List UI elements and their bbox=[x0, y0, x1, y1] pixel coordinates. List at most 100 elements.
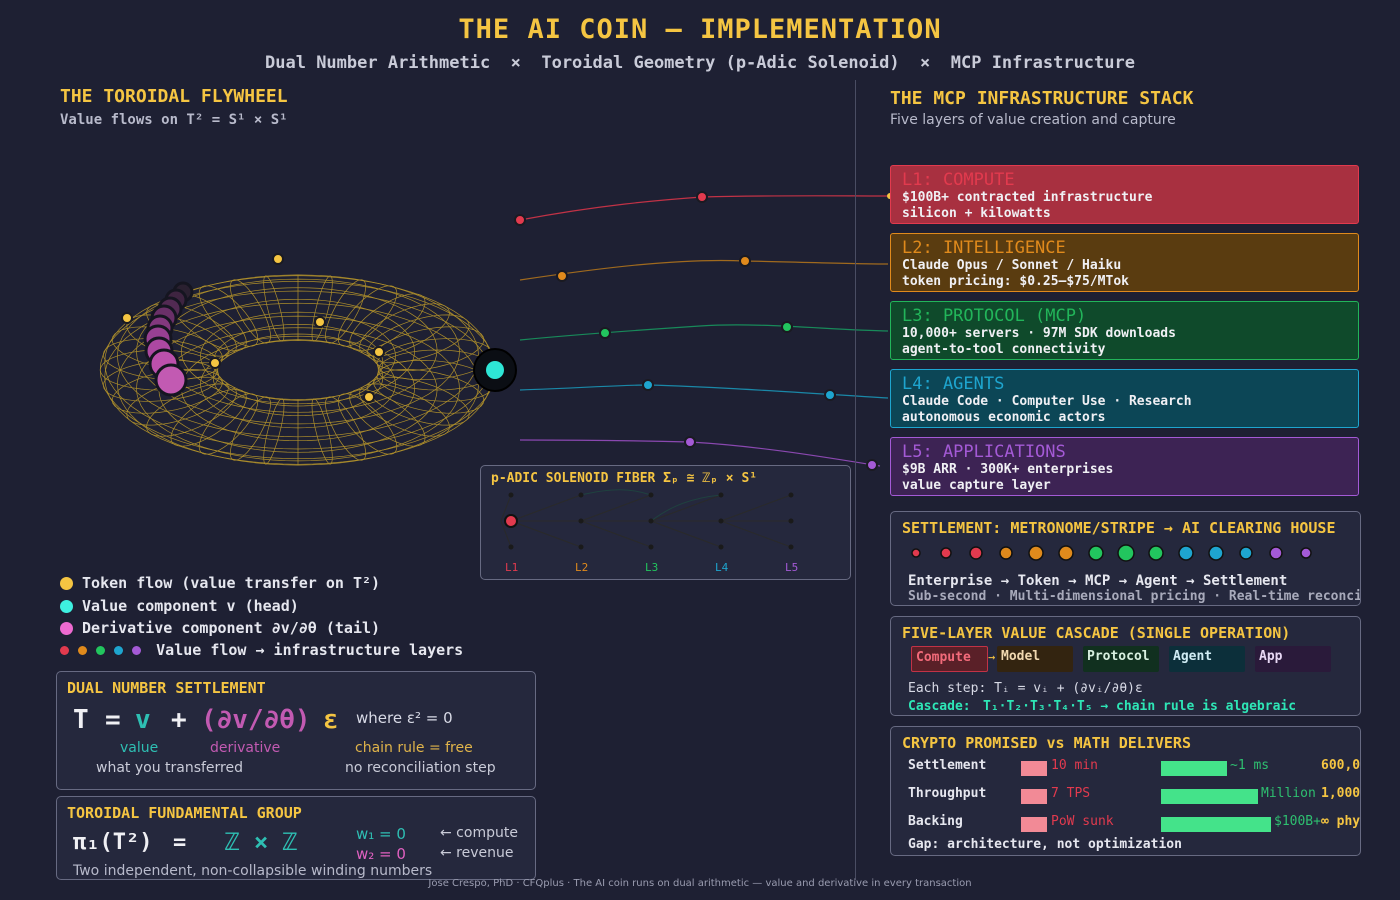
cascade-title: FIVE-LAYER VALUE CASCADE (SINGLE OPERATI… bbox=[902, 624, 1291, 642]
group-w1: w₁ = 0 bbox=[356, 825, 406, 843]
solenoid-label-l1: L1 bbox=[505, 561, 519, 574]
crypto-value: PoW sunk bbox=[1051, 814, 1114, 829]
dual-t: T bbox=[73, 705, 89, 735]
flow-curve-l3 bbox=[519, 324, 889, 341]
crypto-row-label: Settlement bbox=[908, 758, 987, 773]
dual-where: where ε² = 0 bbox=[356, 709, 453, 727]
token-dot bbox=[121, 312, 133, 324]
math-bar bbox=[1161, 761, 1227, 776]
dual-eq: = bbox=[105, 705, 121, 735]
layer-card-agents: L4: AGENTS Claude Code · Computer Use · … bbox=[890, 369, 1359, 428]
layer-line2: token pricing: $0.25–$75/MTok bbox=[902, 274, 1129, 289]
group-c1: ← compute bbox=[440, 825, 518, 841]
flywheel-title: THE TOROIDAL FLYWHEEL bbox=[60, 86, 288, 107]
flow-dot-l3a bbox=[599, 327, 611, 339]
math-bar bbox=[1161, 817, 1271, 832]
dual-plus: + bbox=[171, 705, 187, 735]
flow-curve-l4 bbox=[519, 384, 889, 399]
token-dot bbox=[314, 316, 326, 328]
value-head bbox=[473, 348, 517, 392]
cascade-label: Cascade: bbox=[908, 699, 971, 714]
fundamental-group-panel: TOROIDAL FUNDAMENTAL GROUP π₁(T²) = ℤ × … bbox=[56, 796, 536, 880]
page-subtitle: Dual Number Arithmetic × Toroidal Geomet… bbox=[265, 53, 1135, 73]
cascade-value: T₁·T₂·T₃·T₄·T₅ → chain rule is algebraic bbox=[983, 699, 1297, 714]
group-eq: = bbox=[173, 830, 187, 855]
layer-card-protocol: L3: PROTOCOL (MCP) 10,000+ servers · 97M… bbox=[890, 301, 1359, 360]
dual-chain: chain rule = free bbox=[355, 740, 473, 756]
token-dot bbox=[209, 357, 221, 369]
dual-what: what you transferred bbox=[96, 760, 244, 776]
footer-credit: Jose Crespo, PhD · CFQplus · The AI coin… bbox=[428, 878, 972, 889]
solenoid-label-l4: L4 bbox=[715, 561, 729, 574]
derivative-legend-dot bbox=[60, 622, 73, 635]
layer-card-compute: L1: COMPUTE $100B+ contracted infrastruc… bbox=[890, 165, 1359, 224]
layer-line1: Claude Code · Computer Use · Research bbox=[902, 394, 1192, 409]
math-value: ~1 ms bbox=[1230, 758, 1270, 773]
crypto-bar bbox=[1021, 817, 1047, 832]
ratio-value: ∞ physical bbox=[1321, 814, 1361, 829]
math-bar bbox=[1161, 789, 1258, 804]
crypto-row-label: Throughput bbox=[908, 786, 987, 801]
group-pi: π₁(T²) bbox=[73, 830, 153, 855]
layer-line1: $100B+ contracted infrastructure bbox=[902, 190, 1153, 205]
solenoid-panel: p-ADIC SOLENOID FIBER Σₚ ≅ ℤₚ × S¹ L1 L2… bbox=[480, 465, 851, 580]
crypto-value: 7 TPS bbox=[1051, 786, 1091, 801]
token-dot bbox=[363, 391, 375, 403]
dual-v: v bbox=[135, 705, 151, 735]
token-dot bbox=[272, 253, 284, 265]
solenoid-title: p-ADIC SOLENOID FIBER Σₚ ≅ ℤₚ × S¹ bbox=[491, 471, 758, 486]
solenoid-label-l5: L5 bbox=[785, 561, 799, 574]
column-divider bbox=[855, 80, 856, 880]
flow-dot-l1b bbox=[696, 191, 708, 203]
mcp-title: THE MCP INFRASTRUCTURE STACK bbox=[890, 88, 1194, 109]
cascade-box-model: Model bbox=[997, 646, 1073, 672]
crypto-title: CRYPTO PROMISED vs MATH DELIVERS bbox=[902, 734, 1191, 752]
flywheel-subtitle: Value flows on T² = S¹ × S¹ bbox=[60, 112, 288, 128]
derivative-tail bbox=[143, 281, 194, 397]
settlement-title: SETTLEMENT: METRONOME/STRIPE → AI CLEARI… bbox=[902, 519, 1336, 537]
token-dot bbox=[373, 346, 385, 358]
legend-value: Value component v (head) bbox=[60, 597, 299, 615]
cascade-box-protocol: Protocol bbox=[1083, 646, 1159, 672]
cascade-box-app: App bbox=[1255, 646, 1331, 672]
flow-curve-l5 bbox=[519, 439, 881, 467]
crypto-gap: Gap: architecture, not optimization bbox=[908, 837, 1182, 852]
token-dots bbox=[121, 253, 385, 403]
layer-line2: agent-to-tool connectivity bbox=[902, 342, 1106, 357]
torus-diagram bbox=[99, 191, 890, 471]
layer-card-intelligence: L2: INTELLIGENCE Claude Opus / Sonnet / … bbox=[890, 233, 1359, 292]
settlement-panel: SETTLEMENT: METRONOME/STRIPE → AI CLEARI… bbox=[890, 511, 1361, 606]
value-legend-dot bbox=[60, 600, 73, 613]
layer-line1: 10,000+ servers · 97M SDK downloads bbox=[902, 326, 1176, 341]
page-title: THE AI COIN — IMPLEMENTATION bbox=[458, 14, 942, 45]
layer-line1: $9B ARR · 300K+ enterprises bbox=[902, 462, 1114, 477]
layer-name: L1: COMPUTE bbox=[902, 170, 1015, 190]
layer-flow-curves bbox=[519, 195, 890, 467]
solenoid-label-l3: L3 bbox=[645, 561, 659, 574]
cascade-box-agent: Agent bbox=[1169, 646, 1245, 672]
layer-name: L4: AGENTS bbox=[902, 374, 1005, 394]
dual-eps: ε bbox=[323, 705, 339, 735]
layer-name: L2: INTELLIGENCE bbox=[902, 238, 1066, 258]
cascade-arrow: → bbox=[988, 650, 996, 664]
mcp-subtitle: Five layers of value creation and captur… bbox=[890, 112, 1176, 128]
dual-value-label: value bbox=[120, 740, 159, 756]
flow-dot-l4a bbox=[642, 379, 654, 391]
crypto-panel: CRYPTO PROMISED vs MATH DELIVERS Settlem… bbox=[890, 726, 1361, 856]
flow-dot-l3b bbox=[781, 321, 793, 333]
layer-name: L3: PROTOCOL (MCP) bbox=[902, 306, 1087, 326]
layer-line2: value capture layer bbox=[902, 478, 1051, 493]
crypto-bar bbox=[1021, 789, 1047, 804]
flow-dot-l4b bbox=[824, 389, 836, 401]
dual-norecon: no reconciliation step bbox=[345, 760, 496, 776]
crypto-bar bbox=[1021, 761, 1047, 776]
crypto-value: 10 min bbox=[1051, 758, 1098, 773]
flow-dot-l2a bbox=[556, 270, 568, 282]
layer-legend-dots bbox=[60, 641, 150, 659]
solenoid-tree bbox=[500, 489, 794, 550]
layer-card-applications: L5: APPLICATIONS $9B ARR · 300K+ enterpr… bbox=[890, 437, 1359, 496]
legend-derivative: Derivative component ∂v/∂θ (tail) bbox=[60, 619, 380, 637]
crypto-row-label: Backing bbox=[908, 814, 963, 829]
legend-layers: Value flow → infrastructure layers bbox=[60, 641, 463, 659]
group-note: Two independent, non-collapsible winding… bbox=[73, 863, 433, 879]
